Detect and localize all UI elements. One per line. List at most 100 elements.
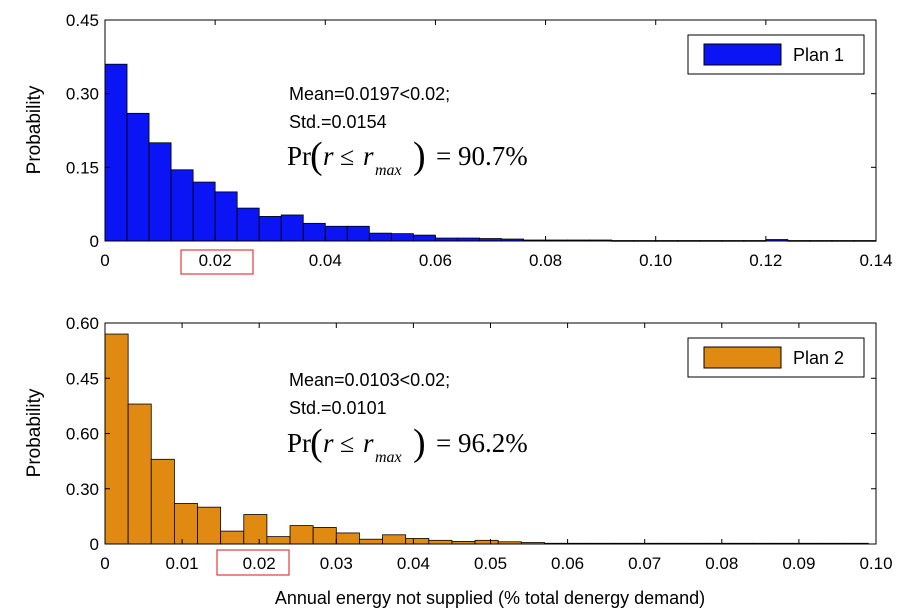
y-tick-label: 0.45 <box>66 11 99 30</box>
std-text: Std.=0.0101 <box>289 398 387 418</box>
chart-plan-2: 0 0.01 0.02 0.03 0.04 0.05 0.06 0.07 0.08 0.09 0.1… <box>24 314 893 608</box>
histogram-bar <box>302 222 326 242</box>
x-tick-label: 0.01 <box>166 554 199 573</box>
pr-rmax: r <box>363 428 374 458</box>
probability-formula: Pr ( r ≤ r max ) = 96.2% <box>287 422 528 466</box>
histogram-bar <box>258 216 282 242</box>
legend-label: Plan 2 <box>793 348 844 368</box>
x-tick-label: 0.05 <box>474 554 507 573</box>
histogram-bar <box>192 181 216 242</box>
x-tick-label: 0.10 <box>859 554 892 573</box>
histogram-bar <box>127 403 152 545</box>
histogram-bar <box>150 458 175 545</box>
histogram-bar <box>382 534 407 545</box>
highlight-box <box>216 549 290 576</box>
pr-le: ≤ <box>340 142 354 171</box>
histogram-bar <box>126 112 150 242</box>
x-axis-ticks: 0 0.02 0.04 0.06 0.08 0.10 0.12 0.14 <box>100 20 893 270</box>
x-tick-label: 0.04 <box>309 251 342 270</box>
histogram-bar <box>289 525 314 545</box>
y-axis-ticks: 0 0.30 0.60 0.45 0.60 <box>66 314 876 554</box>
legend: Plan 1 <box>687 34 865 75</box>
histogram-bar <box>368 232 392 242</box>
x-tick-label: 0.14 <box>859 251 892 270</box>
histogram-bar <box>280 214 304 242</box>
legend-swatch <box>703 43 782 66</box>
pr-sub: max <box>375 162 402 179</box>
histogram-bar <box>236 207 260 242</box>
x-tick-label: 0.10 <box>639 251 672 270</box>
x-tick-label: 0.08 <box>705 554 738 573</box>
histogram-bar <box>405 538 430 545</box>
bar-series-plan-1 <box>104 63 877 242</box>
y-tick-label: 0.45 <box>66 369 99 388</box>
y-axis-ticks: 0 0.15 0.30 0.45 <box>66 11 876 251</box>
mean-text: Mean=0.0197<0.02; <box>289 84 450 104</box>
pr-value: = 96.2% <box>436 428 528 458</box>
y-axis-label: Probability <box>24 85 45 174</box>
x-tick-label: 0.02 <box>243 554 276 573</box>
mean-text: Mean=0.0103<0.02; <box>289 370 450 390</box>
pr-rmax: r <box>363 141 374 171</box>
histogram-bar <box>359 538 383 545</box>
legend: Plan 2 <box>687 337 865 378</box>
open-paren: ( <box>310 135 323 177</box>
highlight-box <box>180 249 254 275</box>
x-tick-label: 0.02 <box>199 251 232 270</box>
x-axis-ticks: 0 0.01 0.02 0.03 0.04 0.05 0.06 0.07 0.08 0.09 0.1… <box>100 323 893 573</box>
y-tick-label: 0.30 <box>66 480 99 499</box>
pr-sub: max <box>375 449 402 466</box>
histogram-bar <box>170 169 194 242</box>
y-tick-label: 0.15 <box>66 158 99 177</box>
y-tick-label: 0.60 <box>66 314 99 333</box>
plot-frame <box>104 19 877 242</box>
x-tick-label: 0.03 <box>320 554 353 573</box>
histogram-bar <box>412 234 436 242</box>
open-paren: ( <box>310 422 323 464</box>
legend-label: Plan 1 <box>793 45 844 65</box>
histogram-bar <box>312 527 337 545</box>
histogram-bar <box>214 191 238 242</box>
probability-formula: Pr ( r ≤ r max ) = 90.7% <box>287 135 528 179</box>
histogram-bar <box>220 530 245 545</box>
histogram-bar <box>346 225 370 242</box>
histogram-bar <box>104 333 129 545</box>
histogram-bar <box>266 536 291 545</box>
close-paren: ) <box>413 135 426 177</box>
histogram-bar <box>324 225 348 242</box>
pr-var: r <box>323 141 334 171</box>
x-tick-label: 0.12 <box>749 251 782 270</box>
y-axis-label: Probability <box>24 388 45 477</box>
x-tick-label: 0.06 <box>551 554 584 573</box>
histogram-bar <box>197 506 222 545</box>
pr-value: = 90.7% <box>436 141 528 171</box>
y-tick-label: 0 <box>90 535 99 554</box>
close-paren: ) <box>413 422 426 464</box>
x-tick-label: 0 <box>100 251 109 270</box>
y-tick-label: 0.60 <box>66 425 99 444</box>
histogram-bar <box>173 503 198 545</box>
x-tick-label: 0.07 <box>628 554 661 573</box>
histogram-bar <box>428 539 453 545</box>
std-text: Std.=0.0154 <box>289 112 387 132</box>
x-tick-label: 0.04 <box>397 554 430 573</box>
histogram-bar <box>335 532 360 545</box>
x-tick-label: 0.09 <box>782 554 815 573</box>
x-tick-label: 0.06 <box>419 251 452 270</box>
pr-prefix: Pr <box>287 428 311 458</box>
histogram-bar <box>390 233 414 242</box>
y-tick-label: 0 <box>90 232 99 251</box>
y-tick-label: 0.30 <box>66 85 99 104</box>
x-axis-label: Annual energy not supplied (% total dene… <box>275 588 705 608</box>
pr-var: r <box>323 428 334 458</box>
histogram-bar <box>243 514 268 545</box>
pr-prefix: Pr <box>287 141 311 171</box>
legend-swatch <box>703 346 782 369</box>
x-tick-label: 0.08 <box>529 251 562 270</box>
histogram-bar <box>104 63 128 242</box>
pr-le: ≤ <box>340 429 354 458</box>
x-tick-label: 0 <box>100 554 109 573</box>
chart-plan-1: 0 0.02 0.04 0.06 0.08 0.10 0.12 0.14 00.150.300… <box>24 11 893 275</box>
histogram-bar <box>474 539 499 545</box>
